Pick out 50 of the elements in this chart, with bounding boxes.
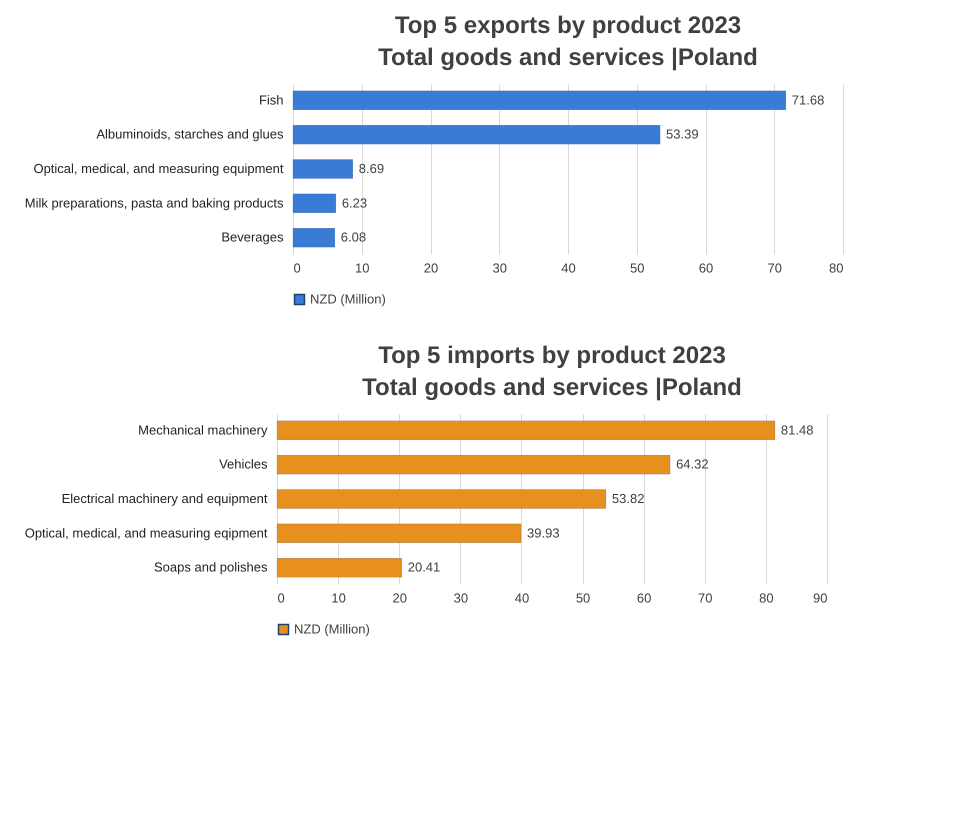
x-tick-label: 80 [829,260,844,276]
y-tick-label: Optical, medical, and measuring eqipment [24,525,268,540]
data-label: 53.39 [666,126,699,142]
x-tick-label: 30 [454,590,468,606]
x-tick-label: 10 [355,260,370,276]
data-label: 6.08 [340,230,366,245]
chart-subtitle: Total goods and services |Poland [378,44,758,71]
x-tick-label: 90 [813,590,828,606]
y-tick-label: Vehicles [219,456,268,472]
y-tick-label: Soaps and polishes [154,560,268,575]
bar [276,558,402,578]
y-tick-label: Optical, medical, and measuring equipment [33,161,284,176]
x-tick-label: 40 [561,260,576,276]
bar [276,420,776,440]
x-tick-label: 20 [392,590,407,606]
x-tick-label: 80 [759,590,774,606]
x-tick-label: 60 [636,590,652,606]
y-tick-label: Beverages [221,230,284,245]
chart-subtitle: Total goods and services |Poland [362,374,742,401]
x-tick-label: 50 [576,590,590,606]
chart-title: Top 5 imports by product 2023 [378,342,726,369]
bar [276,489,606,509]
y-tick-label: Mechanical machinery [138,422,268,438]
data-label: 39.93 [527,525,560,540]
data-label: 8.69 [358,161,384,176]
x-tick-label: 30 [492,260,507,276]
bar [276,454,670,474]
data-label: 53.82 [612,491,644,506]
y-tick-label: Fish [258,92,284,108]
legend-label: NZD (Million) [294,622,370,636]
y-tick-label: Milk preparations, pasta and baking products [24,195,284,210]
x-tick-label: 10 [331,590,346,606]
data-label: 81.48 [780,422,814,438]
bar [276,524,522,544]
x-tick-label: 0 [294,260,301,276]
chart-title: Top 5 exports by product 2023 [394,12,742,39]
x-tick-label: 20 [424,260,438,276]
x-tick-label: 0 [278,590,285,606]
legend-label: NZD (Million) [310,292,386,306]
x-tick-label: 40 [514,590,530,606]
y-tick-label: Albuminoids, starches and glues [96,126,284,142]
x-tick-label: 70 [698,590,713,606]
x-tick-label: 60 [698,260,714,276]
x-tick-label: 70 [768,260,782,276]
data-label: 20.41 [408,560,440,575]
data-label: 64.32 [676,456,709,472]
data-label: 6.23 [342,195,368,210]
y-tick-label: Electrical machinery and equipment [62,491,268,506]
x-tick-label: 50 [630,260,644,276]
data-label: 71.68 [792,92,824,108]
